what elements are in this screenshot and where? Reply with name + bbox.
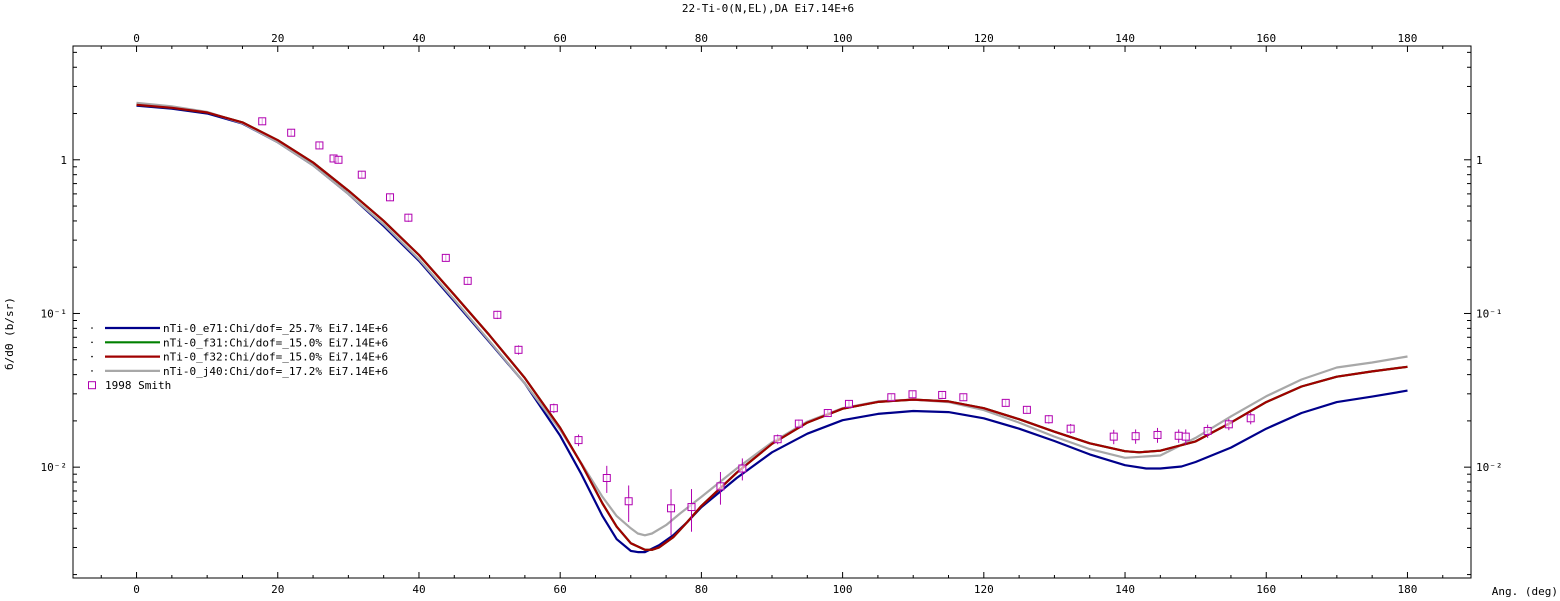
legend-dot	[91, 341, 93, 344]
data-point	[1066, 424, 1075, 433]
data-point	[463, 276, 472, 285]
x-tick-label-bottom: 20	[271, 583, 284, 596]
legend-label: nTi-0_j40:Chi/dof=_17.2% Ei7.14E+6	[163, 365, 388, 378]
x-tick-label-top: 180	[1398, 32, 1418, 45]
x-tick-label-bottom: 0	[133, 583, 140, 596]
x-tick-label-top: 60	[554, 32, 567, 45]
legend-label: nTi-0_f32:Chi/dof=_15.0% Ei7.14E+6	[163, 351, 388, 364]
data-point	[602, 474, 611, 483]
data-point	[514, 345, 523, 354]
data-point	[1109, 432, 1118, 441]
data-point	[287, 128, 296, 137]
data-point	[1044, 415, 1053, 424]
legend: nTi-0_e71:Chi/dof=_25.7% Ei7.14E+6nTi-0_…	[88, 322, 388, 392]
data-point	[404, 213, 413, 222]
chart-title: 22-Ti-0(N,EL),DA Ei7.14E+6	[682, 2, 854, 15]
data-point	[1153, 430, 1162, 439]
data-point	[334, 155, 343, 164]
legend-dot	[91, 327, 93, 329]
data-point	[844, 399, 853, 408]
data-point	[493, 310, 502, 319]
legend-dot	[91, 355, 93, 358]
x-axis-label: Ang. (deg)	[1492, 585, 1558, 598]
y-tick-label-right: 10⁻¹	[1476, 307, 1503, 320]
data-point	[1246, 414, 1255, 423]
legend-label: nTi-0_f31:Chi/dof=_15.0% Ei7.14E+6	[163, 336, 388, 349]
data-point	[773, 435, 782, 444]
data-point	[357, 170, 366, 179]
y-tick-label-right: 1	[1476, 154, 1483, 167]
x-tick-label-bottom: 60	[554, 583, 567, 596]
data-point	[574, 436, 583, 445]
data-point	[1181, 432, 1190, 441]
data-point	[959, 393, 968, 402]
x-tick-label-top: 20	[271, 32, 284, 45]
x-tick-label-bottom: 100	[833, 583, 853, 596]
data-point	[258, 117, 267, 126]
data-point	[1224, 420, 1233, 429]
y-tick-label-left: 10⁻¹	[41, 307, 68, 320]
x-tick-label-bottom: 160	[1256, 583, 1276, 596]
x-tick-label-bottom: 120	[974, 583, 994, 596]
x-tick-label-top: 140	[1115, 32, 1135, 45]
data-point	[667, 504, 676, 513]
x-tick-label-top: 100	[833, 32, 853, 45]
model-curves	[136, 101, 1408, 554]
legend-label: 1998 Smith	[105, 379, 171, 392]
y-tick-label-right: 10⁻²	[1476, 461, 1503, 474]
x-tick-label-top: 160	[1256, 32, 1276, 45]
data-point	[687, 503, 696, 512]
series-line	[136, 103, 1408, 551]
legend-swatch	[88, 381, 96, 390]
axis-ticks: 0 0 20 20 40 40 60 60 80 80 100 100 120 120 140 140 160 1…	[41, 32, 1503, 596]
data-point	[1203, 426, 1212, 435]
legend-label: nTi-0_e71:Chi/dof=_25.7% Ei7.14E+6	[163, 322, 388, 335]
x-tick-label-bottom: 180	[1398, 583, 1418, 596]
experimental-points	[258, 117, 1255, 536]
data-point	[738, 464, 747, 473]
data-point	[386, 193, 395, 202]
data-point	[938, 390, 947, 399]
data-point	[716, 482, 725, 491]
x-tick-label-bottom: 40	[412, 583, 425, 596]
y-axis-label: б/dΘ (b/sr)	[3, 297, 16, 370]
data-point	[1022, 405, 1031, 414]
data-point	[887, 393, 896, 402]
plot-frame	[72, 45, 1472, 579]
series-line	[136, 101, 1408, 537]
y-tick-label-left: 10⁻²	[41, 461, 68, 474]
x-tick-label-top: 0	[133, 32, 140, 45]
data-point	[549, 404, 558, 413]
data-point	[441, 253, 450, 262]
x-tick-label-top: 120	[974, 32, 994, 45]
x-tick-label-top: 40	[412, 32, 425, 45]
data-point	[1174, 431, 1183, 440]
legend-dot	[91, 370, 93, 372]
data-point	[794, 419, 803, 428]
data-point	[624, 497, 633, 506]
x-tick-label-bottom: 80	[695, 583, 708, 596]
data-point	[315, 141, 324, 150]
y-tick-label-left: 1	[60, 154, 67, 167]
x-tick-label-bottom: 140	[1115, 583, 1135, 596]
x-tick-label-top: 80	[695, 32, 708, 45]
data-point	[908, 390, 917, 399]
data-point	[1001, 398, 1010, 407]
data-point	[1131, 432, 1140, 441]
data-point	[823, 409, 832, 418]
